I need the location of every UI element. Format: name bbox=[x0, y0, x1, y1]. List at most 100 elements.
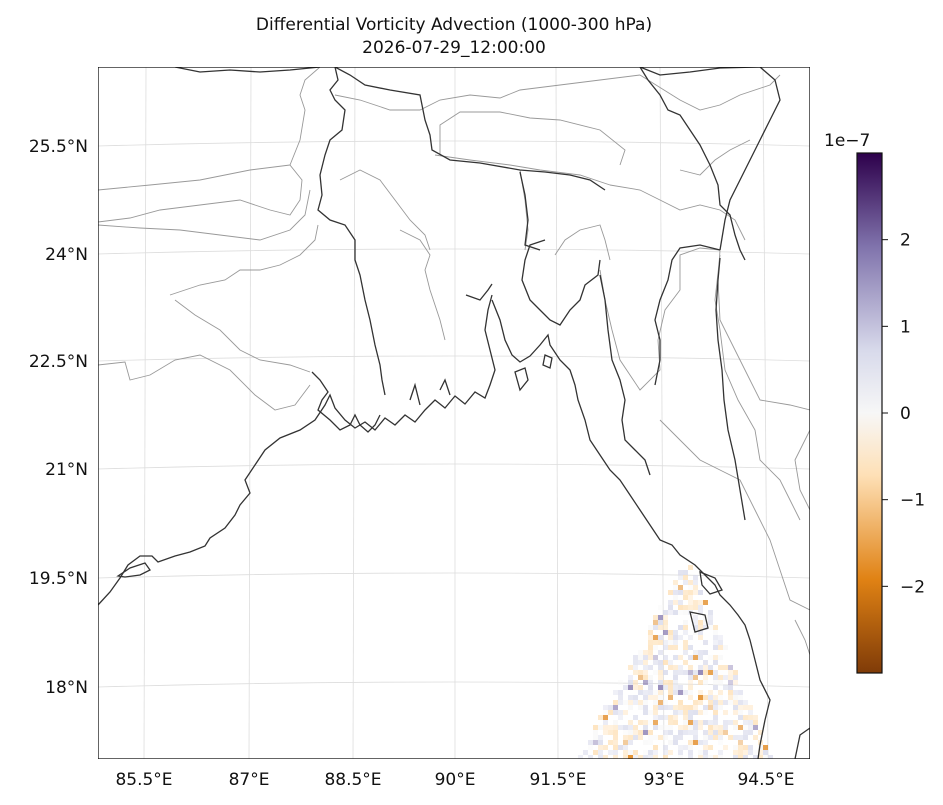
field-cell bbox=[673, 585, 678, 590]
field-cell bbox=[653, 615, 658, 620]
field-cell bbox=[603, 745, 608, 750]
field-cell bbox=[633, 665, 638, 670]
field-cell bbox=[648, 750, 653, 755]
field-cell bbox=[718, 635, 723, 640]
field-cell bbox=[703, 675, 708, 680]
field-cell bbox=[628, 695, 633, 700]
field-cell bbox=[723, 710, 728, 715]
field-cell bbox=[723, 720, 728, 725]
field-cell bbox=[758, 750, 763, 755]
map-panel bbox=[98, 67, 810, 759]
field-cell bbox=[668, 610, 673, 615]
field-cell bbox=[713, 735, 718, 740]
field-cell bbox=[718, 730, 723, 735]
field-cell bbox=[618, 725, 623, 730]
field-cell bbox=[718, 690, 723, 695]
field-cell bbox=[683, 640, 688, 645]
field-cell bbox=[623, 755, 628, 759]
field-cell bbox=[698, 605, 703, 610]
field-cell bbox=[633, 670, 638, 675]
coast-meghna bbox=[491, 299, 771, 759]
colorbar-exponent: 1e−7 bbox=[824, 131, 870, 151]
field-cell bbox=[688, 690, 693, 695]
border-west-bengal-bihar bbox=[98, 67, 321, 223]
field-cell bbox=[688, 580, 693, 585]
field-cell bbox=[718, 675, 723, 680]
field-cell bbox=[678, 575, 683, 580]
field-cell bbox=[633, 700, 638, 705]
border-mizoram bbox=[599, 247, 721, 391]
field-cell bbox=[648, 695, 653, 700]
field-cell bbox=[688, 715, 693, 720]
field-cell bbox=[708, 755, 713, 759]
field-cell bbox=[658, 640, 663, 645]
field-cell bbox=[748, 715, 753, 720]
field-cell bbox=[698, 665, 703, 670]
field-cell bbox=[628, 750, 633, 755]
field-cell bbox=[653, 670, 658, 675]
field-cell bbox=[668, 695, 673, 700]
field-cell bbox=[758, 730, 763, 735]
field-cell bbox=[638, 690, 643, 695]
field-cell bbox=[593, 730, 598, 735]
field-cell bbox=[653, 625, 658, 630]
field-cell bbox=[693, 700, 698, 705]
field-cell bbox=[603, 730, 608, 735]
field-cell bbox=[688, 680, 693, 685]
field-cell bbox=[698, 755, 703, 759]
field-cell bbox=[703, 680, 708, 685]
field-cell bbox=[613, 750, 618, 755]
field-cell bbox=[663, 660, 668, 665]
field-cell bbox=[678, 710, 683, 715]
border-arunachal bbox=[639, 74, 781, 111]
field-cell bbox=[658, 620, 663, 625]
field-cell bbox=[663, 715, 668, 720]
field-cell bbox=[643, 730, 648, 735]
field-cell bbox=[688, 585, 693, 590]
field-cell bbox=[633, 680, 638, 685]
field-cell bbox=[608, 750, 613, 755]
lon-tick-label: 94.5°E bbox=[737, 770, 794, 790]
field-cell bbox=[673, 640, 678, 645]
field-cell bbox=[718, 640, 723, 645]
field-cell bbox=[628, 735, 633, 740]
field-cell bbox=[668, 680, 673, 685]
field-cell bbox=[713, 655, 718, 660]
field-cell bbox=[683, 650, 688, 655]
field-cell bbox=[643, 720, 648, 725]
field-cell bbox=[638, 705, 643, 710]
field-cell bbox=[628, 725, 633, 730]
field-cell bbox=[713, 660, 718, 665]
field-cell bbox=[723, 745, 728, 750]
field-cell bbox=[608, 725, 613, 730]
field-cell bbox=[683, 575, 688, 580]
field-cell bbox=[713, 700, 718, 705]
field-cell bbox=[658, 635, 663, 640]
field-cell bbox=[713, 640, 718, 645]
field-cell bbox=[648, 685, 653, 690]
field-cell bbox=[713, 670, 718, 675]
field-cell bbox=[723, 675, 728, 680]
field-cell bbox=[668, 600, 673, 605]
field-cell bbox=[698, 650, 703, 655]
field-cell bbox=[678, 635, 683, 640]
field-cell bbox=[688, 730, 693, 735]
field-cell bbox=[703, 740, 708, 745]
field-cell bbox=[633, 725, 638, 730]
field-cell bbox=[598, 725, 603, 730]
field-cell bbox=[733, 705, 738, 710]
field-cell bbox=[683, 705, 688, 710]
field-cell bbox=[623, 750, 628, 755]
field-cell bbox=[673, 705, 678, 710]
field-cell bbox=[708, 745, 713, 750]
field-cell bbox=[648, 690, 653, 695]
field-cell bbox=[638, 700, 643, 705]
coast-sundarbans bbox=[311, 371, 381, 433]
colorbar-tick-label: 2 bbox=[900, 231, 911, 251]
field-cell bbox=[718, 665, 723, 670]
graticule bbox=[98, 67, 810, 759]
field-cell bbox=[693, 620, 698, 625]
lon-tick-label: 91.5°E bbox=[529, 770, 586, 790]
field-cell bbox=[678, 750, 683, 755]
field-cell bbox=[653, 735, 658, 740]
